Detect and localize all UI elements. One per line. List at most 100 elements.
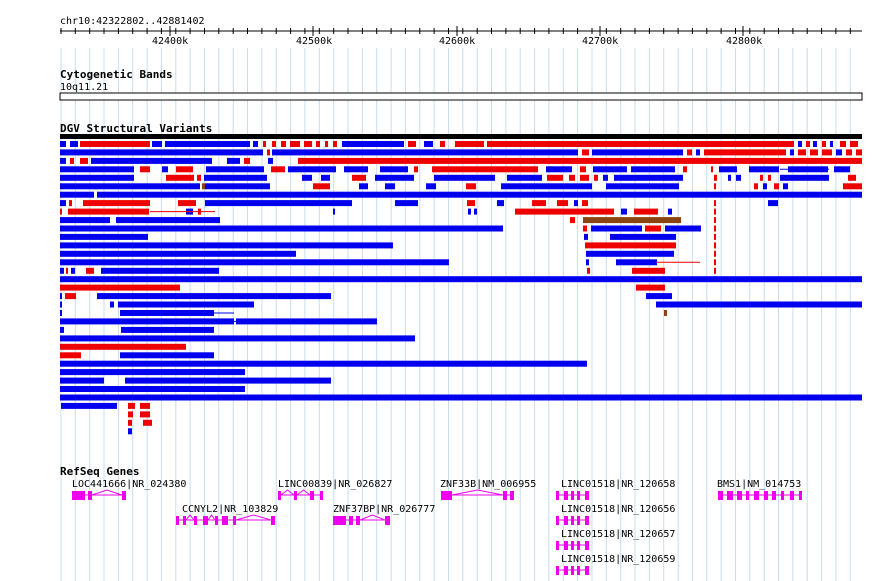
dgv-variant[interactable] xyxy=(86,267,94,274)
dgv-variant[interactable] xyxy=(60,183,200,190)
gene-exon[interactable] xyxy=(556,541,559,550)
dgv-variant[interactable] xyxy=(272,149,578,156)
dgv-variant[interactable] xyxy=(616,259,657,266)
dgv-variant[interactable] xyxy=(66,267,68,274)
gene-exon[interactable] xyxy=(772,491,776,500)
dgv-variant[interactable] xyxy=(714,217,716,224)
dgv-variant[interactable] xyxy=(204,174,267,181)
dgv-variant[interactable] xyxy=(424,141,433,147)
dgv-variant[interactable] xyxy=(60,301,62,308)
dgv-variant[interactable] xyxy=(408,141,416,147)
gene-exon[interactable] xyxy=(571,516,574,525)
dgv-variant[interactable] xyxy=(574,200,578,207)
dgv-variant[interactable] xyxy=(375,174,414,181)
dgv-variant[interactable] xyxy=(333,208,335,215)
dgv-variant[interactable] xyxy=(97,293,331,300)
dgv-variant[interactable] xyxy=(569,174,575,181)
dgv-variants[interactable] xyxy=(60,141,862,435)
dgv-variant[interactable] xyxy=(80,141,150,147)
dgv-variant[interactable] xyxy=(467,200,475,207)
dgv-variant[interactable] xyxy=(60,149,263,156)
dgv-variant[interactable] xyxy=(714,208,716,215)
dgv-variant[interactable] xyxy=(584,233,588,240)
gene-exon[interactable] xyxy=(564,491,568,500)
dgv-variant[interactable] xyxy=(768,200,778,207)
dgv-variant[interactable] xyxy=(118,301,254,308)
dgv-variant[interactable] xyxy=(71,267,75,274)
gene-exon[interactable] xyxy=(503,491,507,500)
dgv-variant[interactable] xyxy=(244,157,250,164)
dgv-variant[interactable] xyxy=(632,267,665,274)
dgv-variant[interactable] xyxy=(664,310,667,316)
dgv-variant[interactable] xyxy=(813,141,817,147)
dgv-variant[interactable] xyxy=(253,141,258,147)
dgv-variant[interactable] xyxy=(487,141,794,147)
gene-exon[interactable] xyxy=(310,491,314,500)
gene-exon[interactable] xyxy=(571,566,574,575)
gene-exon[interactable] xyxy=(556,566,559,575)
dgv-variant[interactable] xyxy=(714,267,716,274)
dgv-variant[interactable] xyxy=(333,141,337,147)
gene-exon[interactable] xyxy=(571,541,574,550)
dgv-variant[interactable] xyxy=(120,352,214,359)
dgv-variant[interactable] xyxy=(60,267,64,274)
dgv-variant[interactable] xyxy=(719,166,737,173)
dgv-variant[interactable] xyxy=(455,141,484,147)
dgv-variant[interactable] xyxy=(267,149,270,156)
dgv-variant[interactable] xyxy=(586,250,674,257)
gene-exon[interactable] xyxy=(754,491,759,500)
dgv-variant[interactable] xyxy=(298,157,862,164)
dgv-variant[interactable] xyxy=(313,183,330,190)
dgv-variant[interactable] xyxy=(583,225,587,232)
dgv-variant[interactable] xyxy=(614,174,683,181)
dgv-variant[interactable] xyxy=(202,183,205,190)
dgv-variant[interactable] xyxy=(162,166,168,173)
dgv-variant[interactable] xyxy=(60,386,245,392)
gene-exon[interactable] xyxy=(349,516,353,525)
dgv-variant[interactable] xyxy=(166,174,194,181)
dgv-variant[interactable] xyxy=(178,200,196,207)
dgv-variant[interactable] xyxy=(683,166,687,173)
dgv-variant[interactable] xyxy=(302,174,312,181)
dgv-variant[interactable] xyxy=(60,242,393,249)
dgv-variant[interactable] xyxy=(272,141,276,147)
dgv-variant[interactable] xyxy=(711,166,713,173)
dgv-variant[interactable] xyxy=(60,360,587,367)
dgv-variant[interactable] xyxy=(60,326,64,333)
dgv-variant[interactable] xyxy=(580,174,589,181)
dgv-variant[interactable] xyxy=(60,335,415,342)
dgv-variant[interactable] xyxy=(728,174,731,181)
dgv-variant[interactable] xyxy=(806,141,810,147)
dgv-variant[interactable] xyxy=(325,141,328,147)
dgv-variant[interactable] xyxy=(395,200,418,207)
gene-exon[interactable] xyxy=(194,516,197,525)
dgv-variant[interactable] xyxy=(197,174,201,181)
dgv-variant[interactable] xyxy=(774,183,779,190)
dgv-variant[interactable] xyxy=(60,276,862,283)
gene-exon[interactable] xyxy=(215,516,218,525)
dgv-variant[interactable] xyxy=(60,225,503,232)
dgv-variant[interactable] xyxy=(60,259,449,266)
dgv-variant[interactable] xyxy=(834,166,850,173)
dgv-variant[interactable] xyxy=(790,149,794,156)
dgv-variant[interactable] xyxy=(227,157,240,164)
gene-exon[interactable] xyxy=(727,491,733,500)
dgv-variant[interactable] xyxy=(507,174,542,181)
dgv-variant[interactable] xyxy=(426,183,436,190)
dgv-variant[interactable] xyxy=(704,149,786,156)
dgv-variant[interactable] xyxy=(780,174,829,181)
dgv-variant[interactable] xyxy=(60,318,234,325)
dgv-variant[interactable] xyxy=(582,149,589,156)
gene-exon[interactable] xyxy=(585,566,589,575)
dgv-variant[interactable] xyxy=(591,225,642,232)
dgv-variant[interactable] xyxy=(140,166,150,173)
dgv-variant[interactable] xyxy=(850,141,858,147)
gene-exon[interactable] xyxy=(577,541,580,550)
dgv-variant[interactable] xyxy=(128,419,132,426)
dgv-variant[interactable] xyxy=(60,394,862,401)
dgv-variant[interactable] xyxy=(798,149,806,156)
dgv-variant[interactable] xyxy=(60,208,62,215)
dgv-variant[interactable] xyxy=(165,141,250,147)
dgv-variant[interactable] xyxy=(848,174,856,181)
gene-exon[interactable] xyxy=(278,491,281,500)
